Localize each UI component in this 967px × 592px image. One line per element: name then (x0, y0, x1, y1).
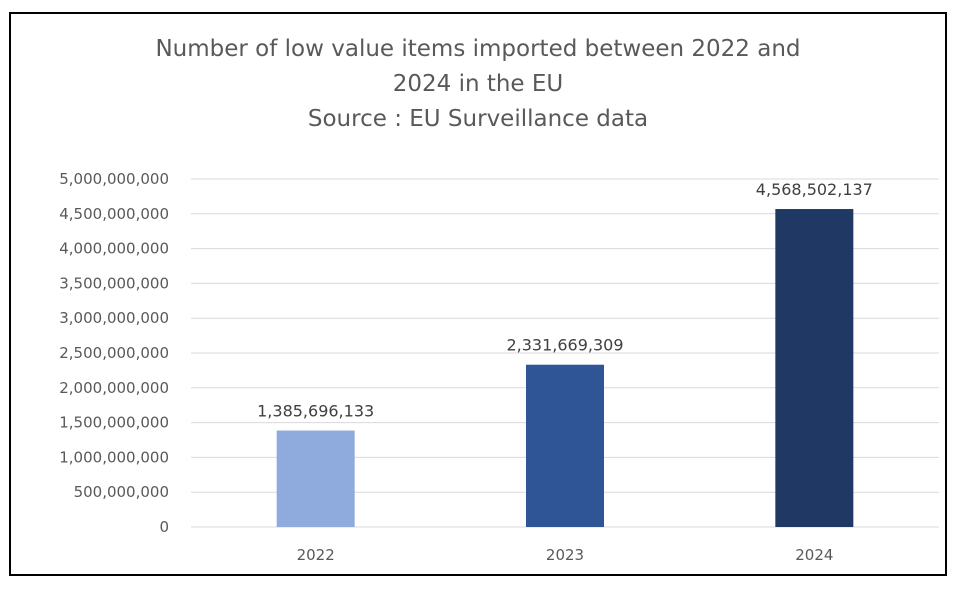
bar-2024 (775, 209, 854, 527)
x-tick-label-2023: 2023 (546, 546, 584, 564)
y-tick-label: 5,000,000,000 (59, 170, 169, 188)
y-tick-label: 2,500,000,000 (59, 344, 169, 362)
y-tick-label: 4,500,000,000 (59, 205, 169, 223)
chart-title: Number of low value items imported betwe… (11, 32, 945, 137)
data-label-2024: 4,568,502,137 (756, 180, 873, 199)
y-tick-label: 1,000,000,000 (59, 448, 169, 466)
bar-chart-plot: 0 500,000,000 1,000,000,000 1,500,000,000 2,… (59, 170, 939, 564)
y-tick-label: 4,000,000,000 (59, 240, 169, 258)
y-tick-label: 2,000,000,000 (59, 379, 169, 397)
data-label-2023: 2,331,669,309 (506, 336, 623, 355)
bar-2023 (526, 364, 604, 527)
x-tick-label-2022: 2022 (297, 546, 335, 564)
y-tick-label: 500,000,000 (74, 483, 169, 501)
bar-2022 (276, 430, 355, 527)
data-label-2022: 1,385,696,133 (257, 402, 374, 421)
y-tick-label: 1,500,000,000 (59, 414, 169, 432)
chart-title-line-1: Number of low value items imported betwe… (155, 36, 801, 62)
chart-title-line-3: Source : EU Surveillance data (307, 106, 649, 132)
y-tick-label: 3,000,000,000 (59, 309, 169, 327)
chart-frame: Number of low value items imported betwe… (9, 12, 947, 576)
chart-title-line-2: 2024 in the EU (392, 71, 564, 97)
y-tick-label: 0 (159, 518, 169, 536)
y-tick-label: 3,500,000,000 (59, 274, 169, 292)
x-tick-label-2024: 2024 (795, 546, 833, 564)
